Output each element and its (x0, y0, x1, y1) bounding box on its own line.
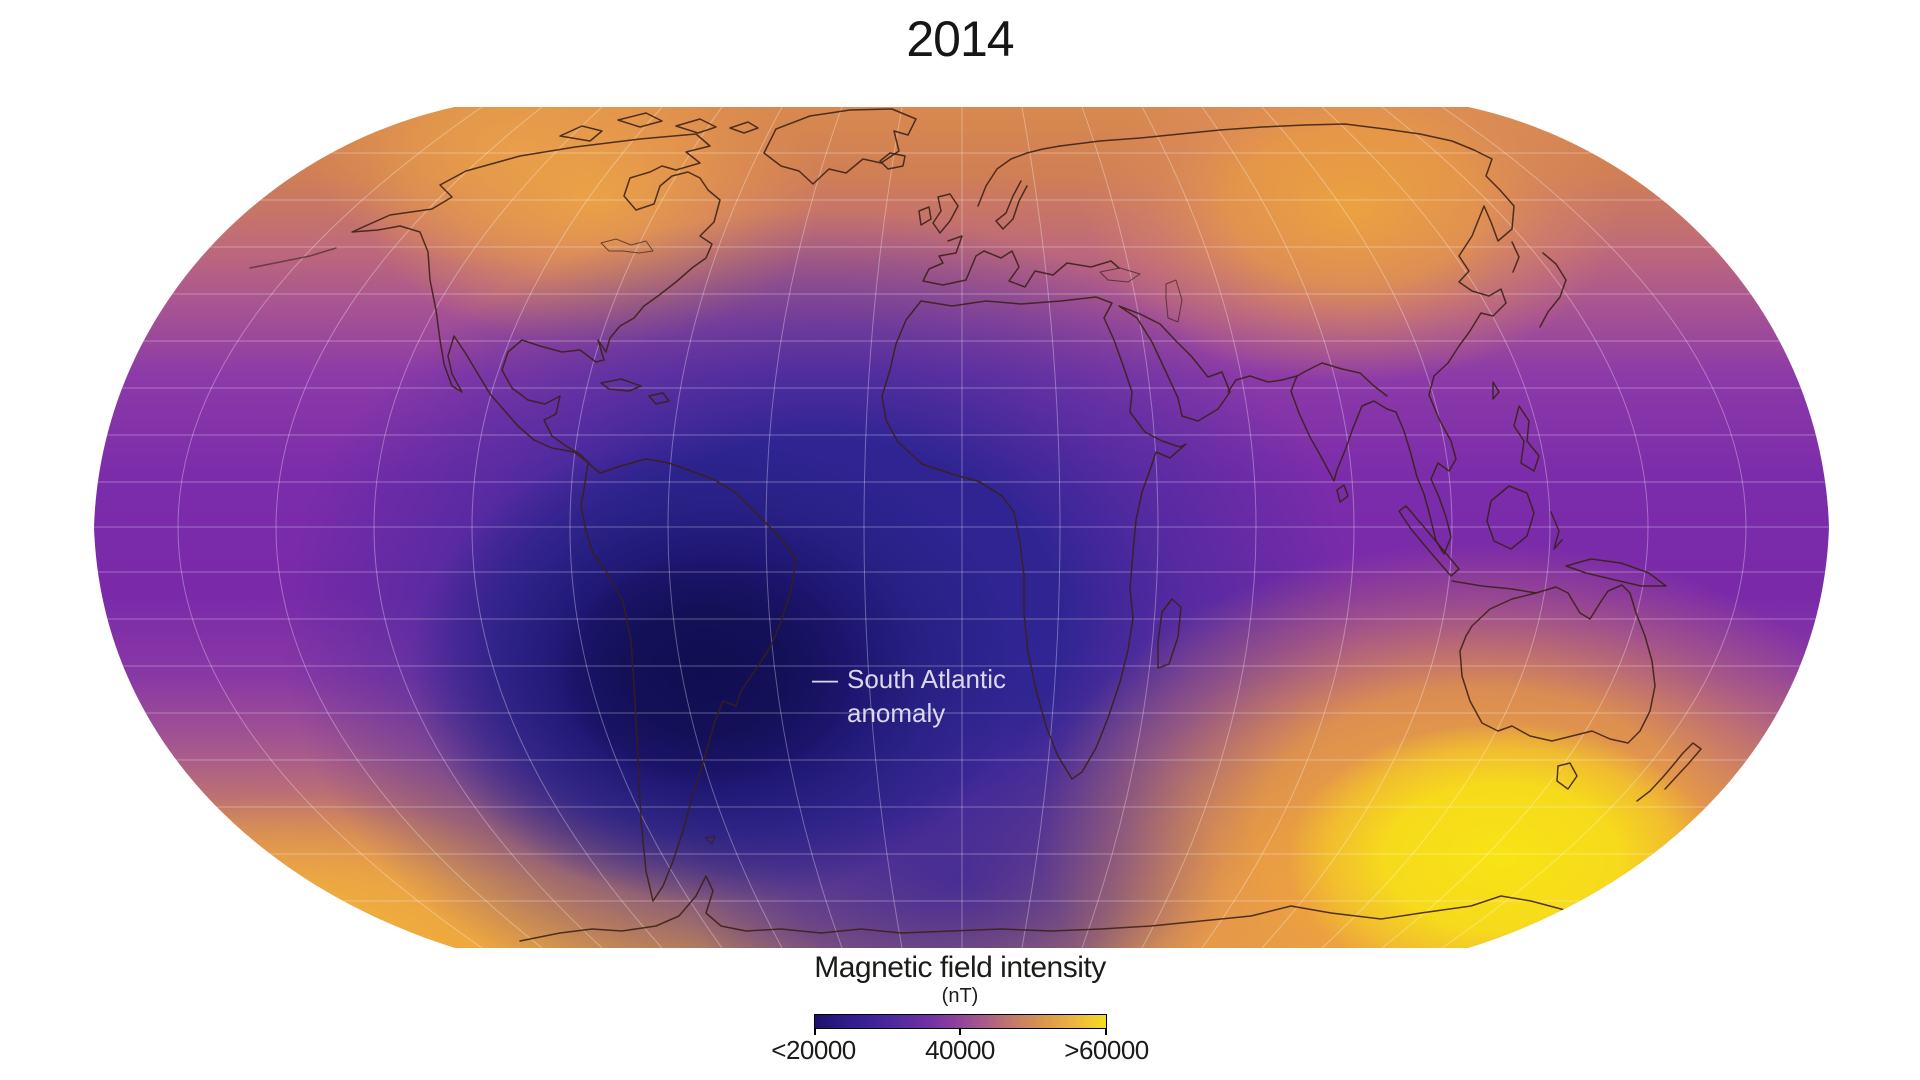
annotation-line1: South Atlantic (847, 664, 1006, 694)
annotation: — South Atlantic anomaly (812, 664, 1006, 728)
colorbar-gradient (813, 1014, 1107, 1029)
colorbar-tick-high (1104, 1029, 1107, 1035)
field-heatmap (94, 107, 1829, 948)
annotation-line2: anomaly (847, 698, 945, 728)
colorbar-label-low: <20000 (771, 1035, 856, 1065)
legend-title: Magnetic field intensity (814, 951, 1106, 984)
annotation-dash: — (812, 664, 838, 694)
colorbar-label-mid: 40000 (925, 1035, 995, 1065)
figure-title: 2014 (906, 11, 1014, 67)
colorbar-tick-low (813, 1029, 816, 1035)
colorbar-tick-mid (959, 1029, 961, 1035)
graticule (94, 107, 1829, 948)
colorbar-labels: <20000 40000 >60000 (771, 1035, 1149, 1065)
colorbar-legend: Magnetic field intensity (nT) <20000 400… (0, 951, 1920, 1065)
colorbar-label-high: >60000 (1064, 1035, 1149, 1065)
coastlines (249, 108, 1702, 942)
legend-unit: (nT) (941, 985, 979, 1007)
colorbar (813, 1014, 1107, 1035)
south-atlantic-anomaly-core (555, 557, 855, 787)
